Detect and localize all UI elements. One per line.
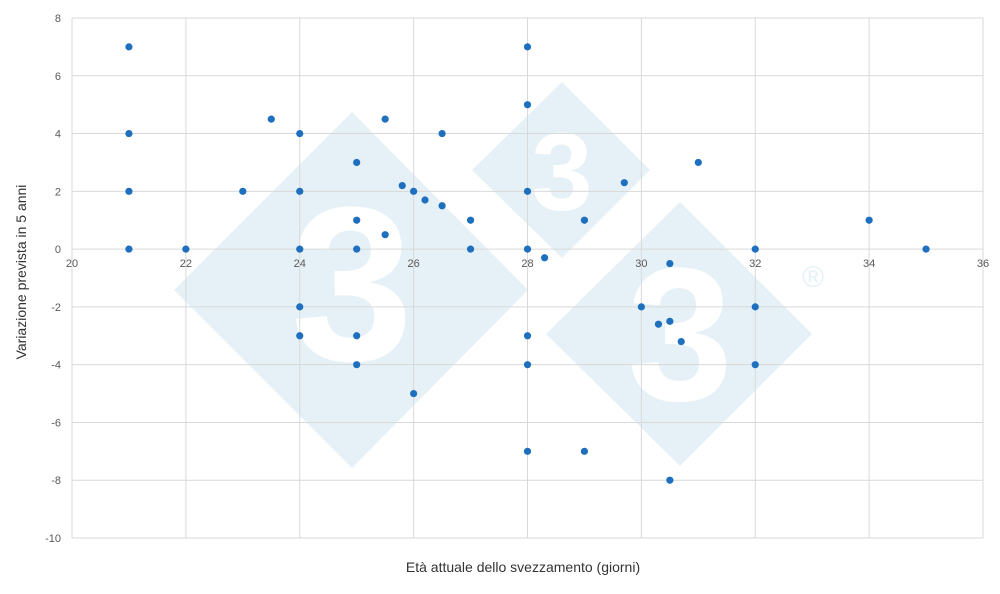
data-point [666, 317, 674, 325]
x-tick-label: 24 [294, 258, 306, 270]
data-point [438, 202, 446, 210]
x-axis-title: Età attuale dello svezzamento (giorni) [406, 559, 640, 575]
x-tick-label: 22 [180, 258, 192, 270]
data-point [922, 245, 930, 253]
data-point [421, 196, 429, 204]
data-point [523, 187, 532, 195]
data-point [267, 115, 275, 123]
data-points [125, 43, 930, 484]
data-point [353, 332, 361, 340]
data-point [865, 216, 873, 224]
watermark-diamond-left [174, 112, 528, 468]
data-point [466, 245, 475, 253]
data-point [666, 259, 674, 268]
y-tick-label: -8 [51, 475, 61, 487]
y-tick-label: 4 [55, 129, 61, 141]
data-point [125, 43, 133, 51]
data-point [296, 332, 304, 340]
data-point [523, 101, 532, 109]
watermark-diamond-right [546, 202, 812, 466]
watermark-logo: 3 3 3 ® [174, 82, 824, 468]
watermark-glyph-right: 3 [627, 229, 733, 441]
data-point [398, 181, 406, 190]
x-tick-labels: 20 22 24 26 28 30 32 34 36 [66, 258, 989, 270]
watermark-glyph-left: 3 [291, 161, 413, 407]
data-point [751, 303, 759, 311]
data-point [410, 187, 418, 195]
data-point [751, 245, 759, 253]
y-tick-label: -4 [51, 360, 61, 372]
data-point [125, 245, 133, 253]
y-tick-label: 2 [55, 186, 61, 198]
data-point [296, 245, 304, 253]
y-tick-label: 0 [55, 244, 61, 256]
data-point [620, 179, 628, 187]
data-point [353, 245, 361, 253]
data-point [580, 216, 589, 224]
data-point [523, 361, 532, 369]
data-point [381, 115, 389, 123]
data-point [296, 303, 304, 311]
watermark-registered: ® [802, 261, 824, 294]
data-point [381, 231, 389, 239]
y-tick-label: 8 [55, 13, 61, 25]
data-point [637, 303, 645, 311]
data-point [523, 447, 532, 455]
x-tick-label: 30 [635, 258, 647, 270]
data-point [540, 254, 549, 262]
data-point [523, 332, 532, 340]
data-point [353, 361, 361, 369]
y-tick-label: -6 [51, 417, 61, 429]
data-point [239, 187, 247, 195]
y-tick-label: -10 [45, 533, 61, 545]
x-tick-label: 34 [863, 258, 875, 270]
data-point [296, 129, 304, 138]
data-point [694, 158, 702, 167]
data-point [125, 187, 133, 195]
data-point [353, 158, 361, 167]
y-axis-title: Variazione prevista in 5 anni [13, 185, 29, 360]
data-point [654, 320, 663, 328]
data-point [523, 43, 532, 51]
y-tick-label: -2 [51, 302, 61, 314]
watermark-glyph-top: 3 [531, 111, 592, 234]
data-point [438, 129, 446, 138]
data-point [580, 447, 589, 455]
data-point [666, 476, 674, 484]
x-tick-label: 32 [749, 258, 761, 270]
x-tick-label: 26 [408, 258, 420, 270]
y-tick-labels: -10 -8 -6 -4 -2 0 2 4 6 8 [45, 13, 61, 545]
data-point [410, 389, 418, 398]
x-tick-label: 36 [977, 258, 989, 270]
data-point [182, 245, 190, 253]
watermark-diamond-top [472, 82, 650, 258]
data-point [353, 216, 361, 224]
x-tick-label: 20 [66, 258, 78, 270]
data-point [466, 216, 475, 224]
x-tick-label: 28 [521, 258, 533, 270]
data-point [125, 129, 133, 138]
data-point [677, 337, 685, 346]
y-tick-label: 6 [55, 71, 61, 83]
data-point [523, 245, 532, 253]
data-point [751, 361, 759, 369]
data-point [296, 187, 304, 195]
